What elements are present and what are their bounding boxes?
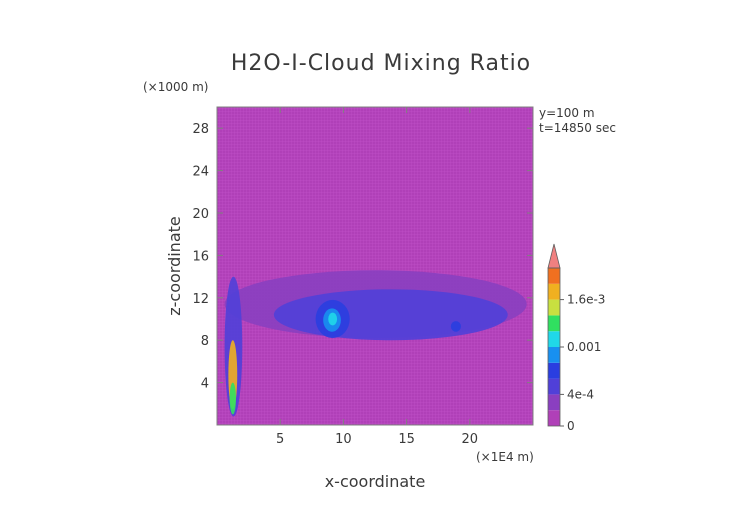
colorbar-segment [548, 362, 560, 379]
x-tick-label: 20 [462, 432, 479, 447]
y-tick-label: 12 [192, 292, 209, 307]
y-tick-label: 16 [192, 249, 209, 264]
chart-title: H2O-I-Cloud Mixing Ratio [231, 51, 531, 76]
colorbar-segment [548, 315, 560, 332]
y-tick-label: 4 [201, 377, 209, 392]
colorbar-segment [548, 410, 560, 426]
colorbar-segment [548, 331, 560, 347]
annotation-y: y=100 m [539, 106, 595, 120]
x-tick-label: 5 [276, 432, 284, 447]
plot-frame [216, 106, 534, 426]
y-axis-label: z-coordinate [165, 216, 184, 316]
y-unit-label: (×1000 m) [143, 80, 208, 94]
y-axis-ticks: 4 8 12 16 20 24 28 [192, 122, 533, 392]
colorbar-segment [548, 299, 560, 316]
colorbar-segment [548, 283, 560, 300]
colorbar-segment [548, 268, 560, 284]
colorbar-segment [548, 347, 560, 363]
contour-region-4 [328, 312, 338, 326]
contour-regions [224, 270, 527, 417]
colorbar-tick-label: 0 [567, 419, 575, 433]
x-axis-label: x-coordinate [325, 472, 426, 491]
colorbar-segment [548, 378, 560, 395]
annotation-t: t=14850 sec [539, 121, 616, 135]
y-tick-label: 24 [192, 165, 209, 180]
y-tick-label: 8 [201, 334, 209, 349]
colorbar: 0 4e-4 0.001 1.6e-3 [547, 243, 605, 433]
x-tick-label: 15 [398, 432, 415, 447]
x-axis-ticks: 5 10 15 20 [276, 107, 478, 447]
contour-region-5 [450, 321, 461, 332]
plot-background [217, 107, 533, 425]
colorbar-tick-label: 1.6e-3 [567, 293, 605, 307]
x-unit-label: (×1E4 m) [476, 450, 534, 464]
contour-region-1 [273, 289, 508, 341]
x-tick-label: 10 [335, 432, 352, 447]
contour-region-8 [229, 382, 236, 415]
y-tick-label: 20 [192, 207, 209, 222]
colorbar-segment [548, 394, 560, 411]
colorbar-tick-label: 0.001 [567, 340, 601, 354]
colorbar-tick-label: 4e-4 [567, 387, 594, 401]
y-tick-label: 28 [192, 122, 209, 137]
colorbar-extend-arrow [547, 243, 561, 269]
